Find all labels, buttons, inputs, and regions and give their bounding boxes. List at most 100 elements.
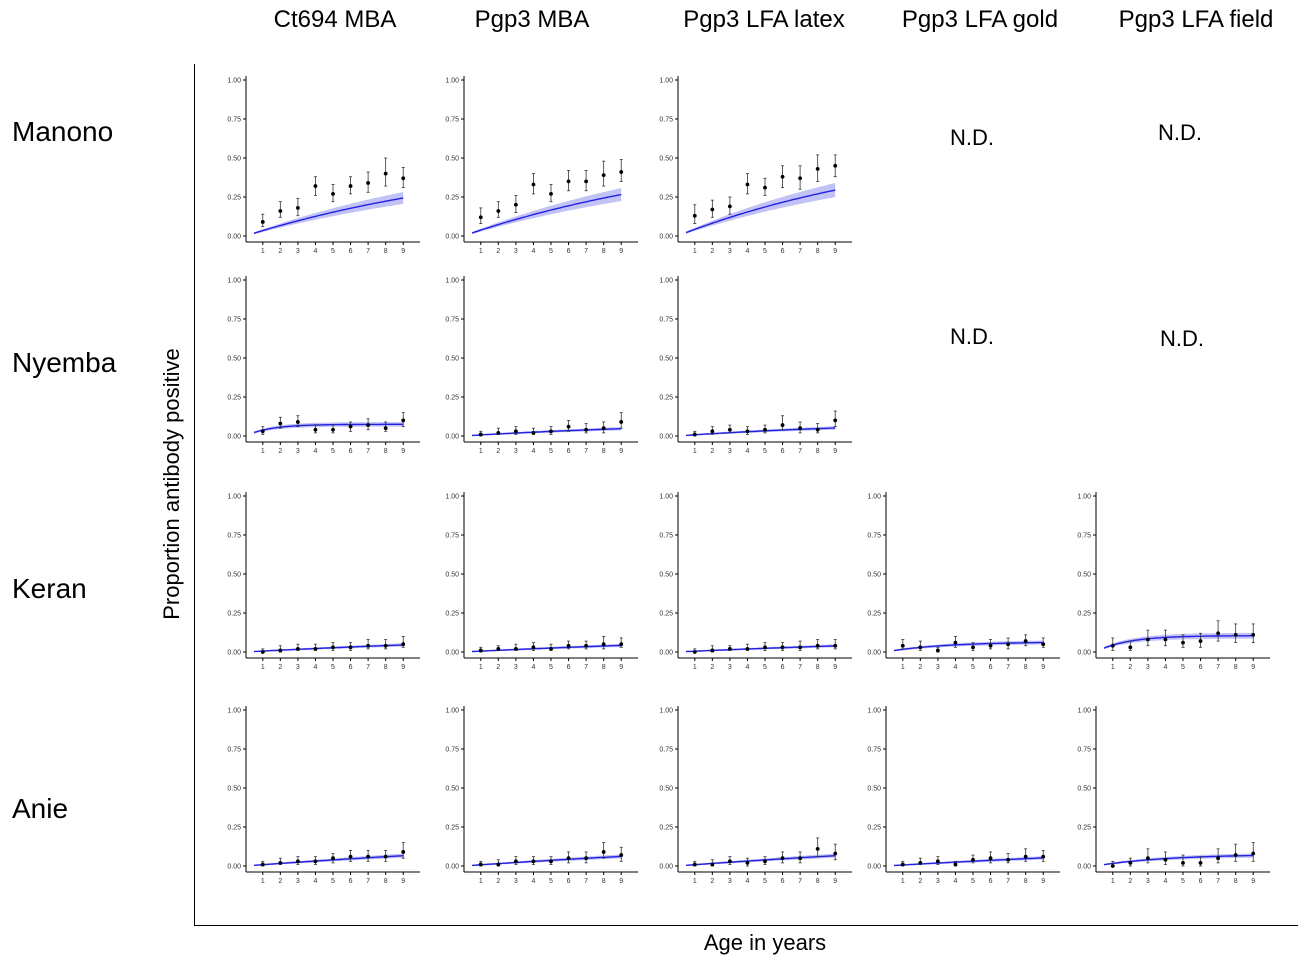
data-point: [278, 860, 283, 865]
data-point: [313, 427, 318, 432]
x-tick-label: 4: [531, 664, 535, 671]
x-tick-label: 4: [531, 878, 535, 885]
data-point: [549, 191, 553, 196]
data-point: [935, 859, 940, 864]
data-point: [763, 859, 767, 864]
x-tick-label: 5: [331, 664, 335, 671]
x-tick-label: 2: [278, 664, 282, 671]
data-point: [815, 167, 820, 171]
x-tick-label: 3: [514, 448, 518, 455]
x-tick-label: 3: [728, 664, 732, 671]
fitted-curve: [253, 423, 404, 434]
x-tick-label: 8: [384, 664, 388, 671]
data-point: [584, 643, 589, 648]
data-point: [549, 646, 553, 651]
data-point: [295, 420, 300, 424]
x-tick-label: 9: [833, 878, 837, 885]
data-point: [496, 862, 501, 867]
data-point: [763, 427, 767, 432]
data-point: [549, 429, 553, 434]
data-point: [331, 191, 335, 196]
y-tick-label: 1.00: [227, 78, 241, 85]
y-tick-label: 0.75: [227, 533, 241, 540]
data-point: [815, 643, 820, 648]
data-point: [780, 645, 785, 650]
y-tick-label: 0.25: [659, 825, 673, 832]
x-tick-label: 6: [567, 248, 571, 255]
x-tick-label: 5: [971, 664, 975, 671]
x-tick-label: 3: [296, 878, 300, 885]
x-tick-label: 7: [1006, 878, 1010, 885]
x-tick-label: 5: [549, 878, 553, 885]
y-tick-label: 0.00: [445, 864, 459, 871]
y-tick-label: 0.50: [659, 786, 673, 793]
x-tick-label: 5: [763, 664, 767, 671]
data-point: [478, 215, 483, 220]
x-tick-label: 6: [349, 664, 353, 671]
x-tick-label: 8: [602, 448, 606, 455]
x-tick-label: 4: [531, 248, 535, 255]
x-tick-label: 9: [401, 664, 405, 671]
y-tick-label: 1.00: [659, 708, 673, 715]
fitted-curve: [253, 644, 404, 653]
data-point: [401, 850, 406, 854]
column-title-pgp3-mba: Pgp3 MBA: [474, 6, 590, 33]
y-tick-label: 0.00: [659, 864, 673, 871]
data-point: [348, 184, 353, 188]
row-label-manono: Manono: [12, 116, 114, 147]
data-point: [566, 179, 571, 184]
y-tick-label: 0.00: [445, 434, 459, 441]
x-tick-label: 8: [1234, 664, 1238, 671]
y-tick-label: 0.50: [659, 156, 673, 163]
x-tick-label: 2: [278, 248, 282, 255]
data-point: [727, 859, 732, 864]
data-point: [692, 213, 697, 218]
data-point: [601, 426, 606, 431]
x-tick-label: 7: [366, 878, 370, 885]
x-tick-label: 5: [971, 878, 975, 885]
data-point: [900, 643, 905, 648]
x-tick-label: 8: [384, 878, 388, 885]
data-point: [1041, 642, 1046, 647]
y-tick-label: 0.00: [867, 864, 881, 871]
data-point: [549, 859, 553, 864]
x-tick-label: 5: [1181, 878, 1185, 885]
x-tick-label: 9: [833, 248, 837, 255]
fitted-curve: [1103, 854, 1254, 866]
x-tick-label: 2: [918, 878, 922, 885]
data-point: [692, 650, 697, 654]
x-tick-label: 4: [745, 448, 749, 455]
data-point: [313, 646, 318, 651]
y-tick-label: 0.75: [867, 533, 881, 540]
x-tick-label: 3: [514, 248, 518, 255]
y-tick-label: 0.25: [1077, 611, 1091, 618]
x-tick-label: 7: [1216, 664, 1220, 671]
fitted-curve: [685, 427, 836, 437]
x-tick-label: 3: [936, 878, 940, 885]
data-point: [601, 850, 606, 854]
outer-y-axis-label: Proportion antibody positive: [159, 348, 184, 620]
data-point: [531, 430, 536, 435]
data-point: [478, 862, 483, 867]
panel-anie-pgp3-lfa-field: 0.00 0.25 0.50 0.75 1.00 1 2 3 4 5 6 7 8 9: [1077, 706, 1270, 885]
data-point: [763, 645, 767, 650]
data-point: [745, 646, 750, 651]
confidence-band: [1104, 853, 1254, 866]
x-tick-label: 3: [296, 664, 300, 671]
x-tick-label: 3: [728, 878, 732, 885]
y-tick-label: 1.00: [445, 78, 459, 85]
x-tick-label: 1: [261, 664, 265, 671]
y-tick-label: 0.25: [659, 195, 673, 202]
data-point: [815, 846, 820, 851]
y-tick-label: 0.25: [227, 195, 241, 202]
x-tick-label: 8: [816, 878, 820, 885]
x-tick-label: 4: [313, 664, 317, 671]
data-point: [401, 418, 406, 423]
y-tick-label: 0.75: [659, 117, 673, 124]
y-tick-label: 0.75: [445, 747, 459, 754]
data-point: [1110, 643, 1115, 648]
data-point: [566, 424, 571, 429]
data-point: [710, 429, 715, 434]
x-tick-label: 9: [619, 248, 623, 255]
y-tick-label: 0.25: [867, 825, 881, 832]
